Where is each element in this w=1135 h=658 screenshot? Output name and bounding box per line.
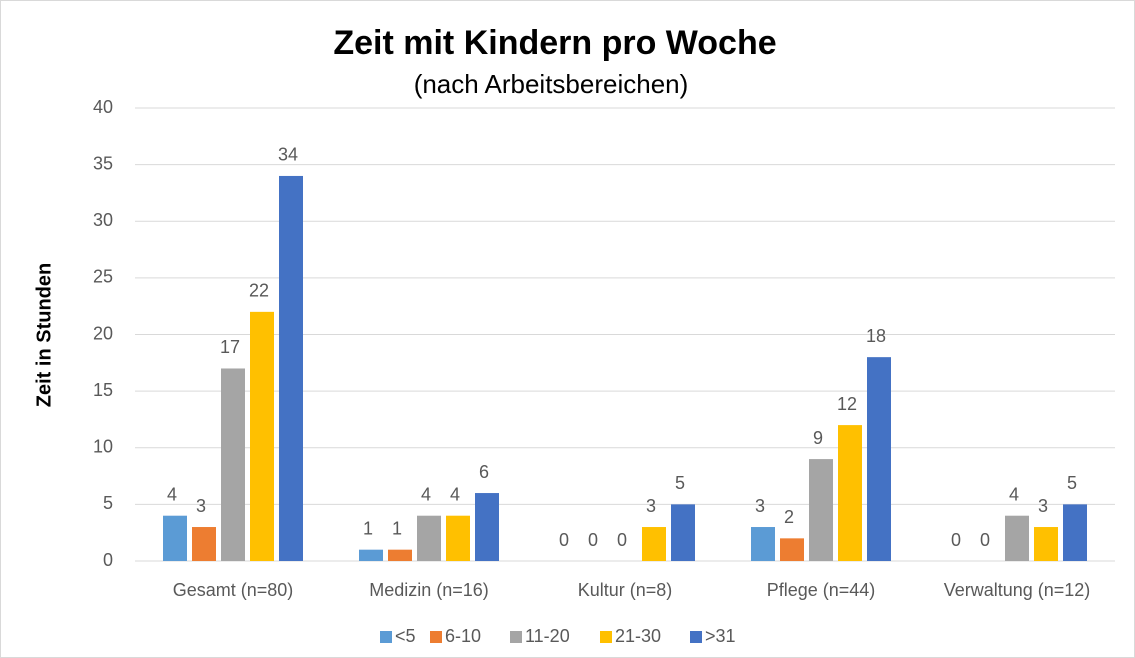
data-label: 4 [421, 484, 431, 504]
legend-label: <5 [395, 626, 416, 646]
data-label: 4 [450, 484, 460, 504]
legend-label: >31 [705, 626, 736, 646]
data-label: 9 [813, 428, 823, 448]
x-tick-label: Medizin (n=16) [369, 580, 489, 600]
data-label: 18 [866, 326, 886, 346]
data-label: 3 [646, 496, 656, 516]
y-tick-label: 40 [93, 97, 113, 117]
legend-swatch [380, 631, 392, 643]
data-label: 1 [392, 518, 402, 538]
data-label: 3 [755, 496, 765, 516]
y-tick-label: 35 [93, 153, 113, 173]
bar [642, 527, 666, 561]
chart-subtitle: (nach Arbeitsbereichen) [414, 69, 689, 99]
legend-swatch [600, 631, 612, 643]
y-tick-label: 15 [93, 380, 113, 400]
data-label: 6 [479, 462, 489, 482]
bar [838, 425, 862, 561]
legend-label: 11-20 [525, 626, 570, 646]
y-axis-label: Zeit in Stunden [33, 263, 55, 407]
data-label: 0 [559, 530, 569, 550]
bar [192, 527, 216, 561]
legend-swatch [430, 631, 442, 643]
bar [279, 175, 303, 561]
data-label: 2 [784, 507, 794, 527]
y-tick-label: 0 [103, 550, 113, 570]
y-tick-label: 20 [93, 323, 113, 343]
x-tick-label: Pflege (n=44) [767, 580, 876, 600]
data-label: 0 [617, 530, 627, 550]
bar [475, 493, 499, 561]
data-label: 4 [1009, 484, 1019, 504]
bar [359, 549, 383, 561]
legend-swatch [510, 631, 522, 643]
data-label: 22 [249, 281, 269, 301]
y-tick-label: 25 [93, 267, 113, 287]
y-tick-label: 10 [93, 437, 113, 457]
bar [809, 459, 833, 561]
bar [388, 549, 412, 561]
bar [671, 504, 695, 561]
bar [250, 311, 274, 561]
data-label: 3 [196, 496, 206, 516]
bar [867, 357, 891, 561]
bar [417, 515, 441, 561]
bar [780, 538, 804, 561]
data-label: 1 [363, 518, 373, 538]
bar [751, 527, 775, 561]
data-label: 17 [220, 337, 240, 357]
bar [221, 368, 245, 561]
x-tick-label: Gesamt (n=80) [173, 580, 294, 600]
y-tick-label: 5 [103, 493, 113, 513]
bar [163, 515, 187, 561]
chart-title: Zeit mit Kindern pro Woche [333, 24, 776, 62]
data-label: 3 [1038, 496, 1048, 516]
data-label: 5 [675, 473, 685, 493]
bar [1005, 515, 1029, 561]
data-label: 5 [1067, 473, 1077, 493]
y-tick-label: 30 [93, 210, 113, 230]
legend-label: 6-10 [445, 626, 481, 646]
legend-label: 21-30 [615, 626, 661, 646]
data-label: 12 [837, 394, 857, 414]
bar [446, 515, 470, 561]
data-label: 0 [588, 530, 598, 550]
data-label: 0 [980, 530, 990, 550]
data-label: 34 [278, 145, 298, 165]
bar [1034, 527, 1058, 561]
bar [1063, 504, 1087, 561]
legend-swatch [690, 631, 702, 643]
x-tick-label: Verwaltung (n=12) [944, 580, 1091, 600]
data-label: 0 [951, 530, 961, 550]
x-tick-label: Kultur (n=8) [578, 580, 673, 600]
data-label: 4 [167, 484, 177, 504]
